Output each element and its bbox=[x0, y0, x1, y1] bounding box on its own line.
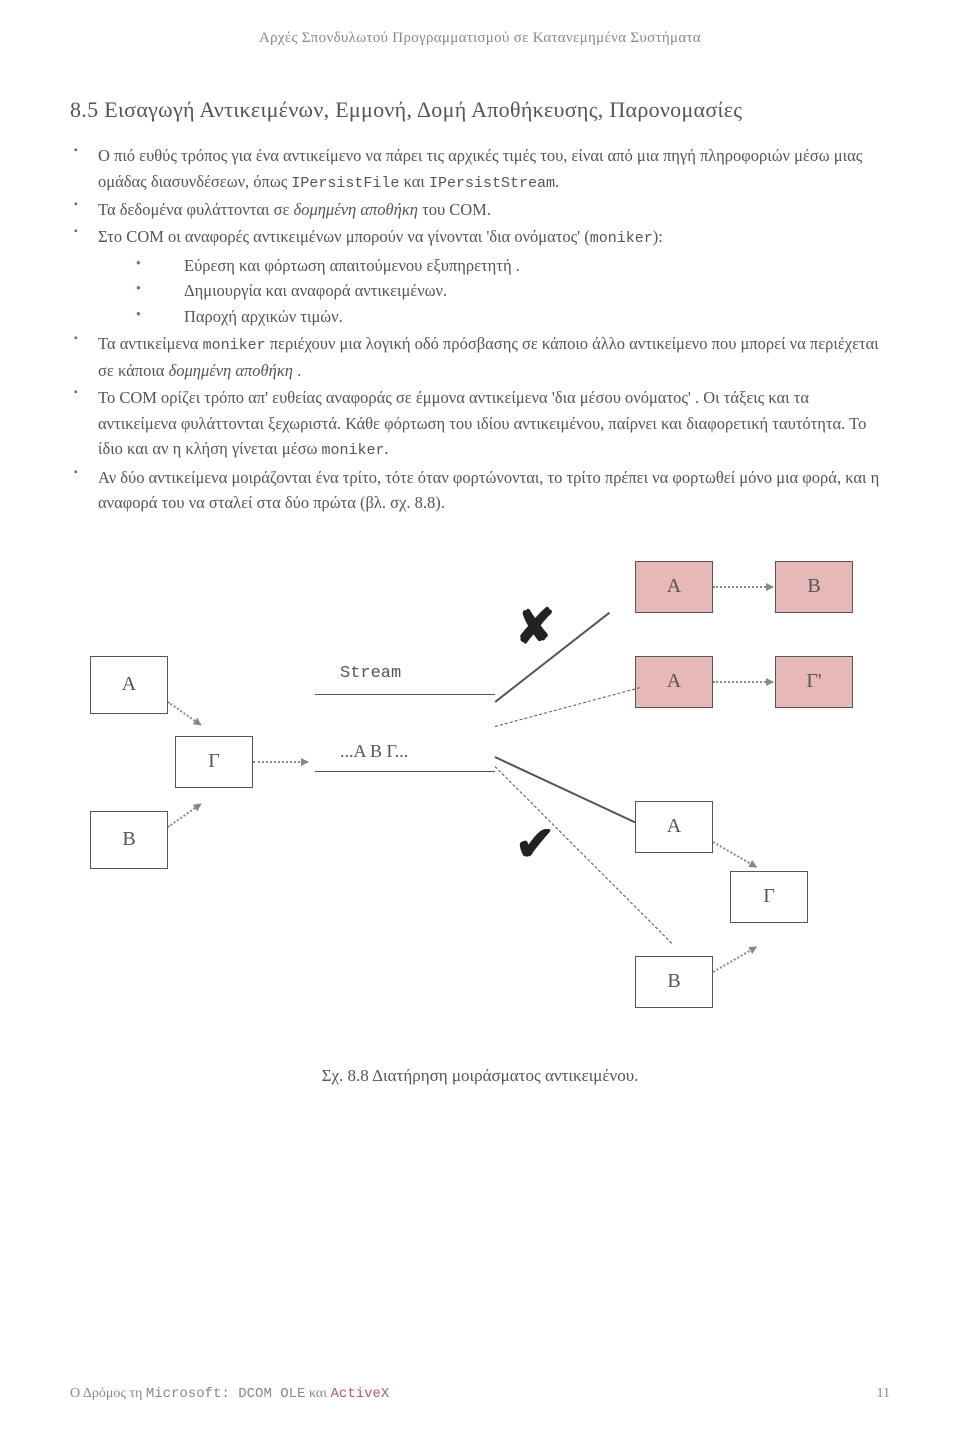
code-text: moniker bbox=[590, 230, 653, 247]
stream-label: Stream bbox=[340, 664, 401, 683]
figure-caption: Σχ. 8.8 Διατήρηση μοιράσματος αντικειμέν… bbox=[70, 1066, 890, 1086]
box-B-bottom: Β bbox=[635, 956, 713, 1008]
sub-bullet-item: Δημιουργία και αναφορά αντικειμένων. bbox=[134, 278, 890, 304]
bullet-item: Στο COM οι αναφορές αντικειμένων μπορούν… bbox=[70, 224, 890, 329]
sub-bullet-list: Εύρεση και φόρτωση απαιτούμενου εξυπηρετ… bbox=[98, 253, 890, 330]
cross-icon: ✘ bbox=[515, 604, 555, 652]
text: Το COM ορίζει τρόπο απ' ευθείας αναφοράς… bbox=[98, 388, 866, 458]
footer-left: Ο Δρόμος τη Microsoft: DCOM OLE και Acti… bbox=[70, 1386, 389, 1402]
sub-bullet-item: Εύρεση και φόρτωση απαιτούμενου εξυπηρετ… bbox=[134, 253, 890, 279]
dotted-arrow bbox=[713, 841, 757, 868]
text: . bbox=[555, 172, 559, 191]
italic-text: δομημένη αποθήκη bbox=[169, 361, 293, 380]
section-number: 8.5 bbox=[70, 97, 98, 122]
diagram: Α Γ Β Stream ...Α Β Γ... ✘ ✔ Α Β Α Γ' Α … bbox=[70, 556, 890, 1036]
page-footer: Ο Δρόμος τη Microsoft: DCOM OLE και Acti… bbox=[70, 1386, 890, 1402]
stream-line-bottom bbox=[315, 771, 495, 772]
text: . bbox=[384, 439, 388, 458]
box-Gp-mid-right: Γ' bbox=[775, 656, 853, 708]
box-B-left: Β bbox=[90, 811, 168, 869]
bullet-item: Τα αντικείμενα moniker περιέχουν μια λογ… bbox=[70, 331, 890, 383]
connector-line-dashed bbox=[495, 687, 640, 727]
text: Τα δεδομένα φυλάττονται σε bbox=[98, 200, 294, 219]
box-G-bottom: Γ bbox=[730, 871, 808, 923]
code-text: moniker bbox=[203, 337, 266, 354]
text: Τα αντικείμενα bbox=[98, 334, 203, 353]
accent-text: ActiveX bbox=[331, 1386, 390, 1402]
text: Στο COM οι αναφορές αντικειμένων μπορούν… bbox=[98, 227, 590, 246]
code-text: Microsoft: DCOM OLE bbox=[146, 1386, 306, 1402]
box-A-top-right: Α bbox=[635, 561, 713, 613]
dotted-arrow bbox=[167, 701, 201, 726]
text: . bbox=[293, 361, 301, 380]
text: του COM. bbox=[418, 200, 491, 219]
page-number: 11 bbox=[877, 1386, 890, 1402]
box-A-mid-right: Α bbox=[635, 656, 713, 708]
code-text: IPersistStream bbox=[429, 175, 555, 192]
sub-bullet-item: Παροχή αρχικών τιμών. bbox=[134, 304, 890, 330]
dotted-arrow bbox=[167, 803, 201, 828]
text: και bbox=[305, 1386, 330, 1401]
section-heading: 8.5 Εισαγωγή Αντικειμένων, Εμμονή, Δομή … bbox=[70, 97, 890, 123]
code-text: IPersistFile bbox=[291, 175, 399, 192]
dotted-arrow bbox=[713, 586, 773, 588]
text: Ο Δρόμος τη bbox=[70, 1386, 146, 1401]
dotted-arrow bbox=[713, 681, 773, 683]
box-B-top-right: Β bbox=[775, 561, 853, 613]
dotted-arrow bbox=[253, 761, 308, 763]
box-G-left: Γ bbox=[175, 736, 253, 788]
text: και bbox=[399, 172, 429, 191]
bullet-item: Ο πιό ευθύς τρόπος για ένα αντικείμενο ν… bbox=[70, 143, 890, 195]
bullet-item: Τα δεδομένα φυλάττονται σε δομημένη αποθ… bbox=[70, 197, 890, 223]
connector-line bbox=[495, 756, 636, 823]
dotted-arrow bbox=[713, 946, 757, 973]
stream-line-top bbox=[315, 694, 495, 695]
bullet-item: Το COM ορίζει τρόπο απ' ευθείας αναφοράς… bbox=[70, 385, 890, 462]
running-header: Αρχές Σπονδυλωτού Προγραμματισμού σε Κατ… bbox=[70, 30, 890, 47]
box-A-left: Α bbox=[90, 656, 168, 714]
bullet-item: Αν δύο αντικείμενα μοιράζονται ένα τρίτο… bbox=[70, 465, 890, 516]
box-A-bottom: Α bbox=[635, 801, 713, 853]
code-text: moniker bbox=[321, 442, 384, 459]
check-icon: ✔ bbox=[515, 821, 555, 869]
stream-content: ...Α Β Γ... bbox=[340, 741, 408, 762]
section-title: Εισαγωγή Αντικειμένων, Εμμονή, Δομή Αποθ… bbox=[104, 97, 742, 122]
italic-text: δομημένη αποθήκη bbox=[294, 200, 418, 219]
main-bullet-list: Ο πιό ευθύς τρόπος για ένα αντικείμενο ν… bbox=[70, 143, 890, 516]
text: ): bbox=[653, 227, 663, 246]
